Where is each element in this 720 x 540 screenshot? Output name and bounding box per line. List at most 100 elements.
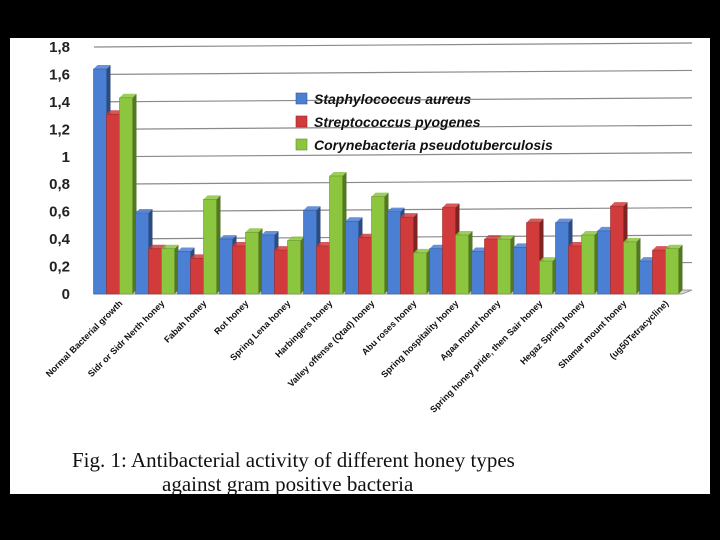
bar-front [442,207,456,295]
bar-top [539,257,557,262]
bar-front [203,199,217,295]
x-category-label: Normal Bacterial growth [44,298,125,379]
x-category-label: Valley offense (Qtad) honey [286,298,377,389]
bar-front [190,258,204,295]
bar [539,257,557,295]
bar-top [245,228,263,233]
y-tick-label: 0 [62,286,70,303]
bar-top [161,244,179,249]
legend-swatch [295,92,308,105]
bar-front [665,248,679,295]
gridline [93,97,693,103]
bar-front [610,205,624,295]
bar-top [345,217,363,222]
bar-top [555,218,573,223]
bars [93,64,683,295]
bar [455,230,473,295]
bar-front [287,240,301,295]
bar-top [497,235,515,240]
x-category-label: Shamar mount honey [556,298,628,370]
bar-top [371,192,389,197]
caption-line-1: Fig. 1: Antibacterial activity of differ… [72,448,515,472]
bar-front [329,175,343,295]
bar [413,248,431,295]
bar-top [148,244,166,249]
y-tick-label: 1,4 [49,94,71,111]
bar [203,195,221,295]
legend-swatch [295,138,308,151]
bar-front [177,251,191,295]
gridline [93,152,693,158]
bar-front [568,245,582,295]
legend-swatch [295,115,308,128]
bar-top [261,230,279,235]
bar-front [623,241,637,295]
bar-front [358,237,372,295]
bar-front [261,234,275,295]
bar [287,236,305,295]
bar-front [555,222,569,295]
bar-top [455,230,473,235]
y-tick-label: 0,4 [49,231,71,248]
caption-line-2: against gram positive bacteria [162,472,414,494]
bar-front [400,216,414,295]
legend-label: Corynebacteria pseudotuberculosis [314,137,553,153]
bar-front [245,231,259,295]
bar-top [119,93,137,98]
legend-label: Staphylococcus aureus [314,91,471,107]
bar [161,244,179,295]
bar-top [93,64,111,69]
bar-front [513,247,527,295]
gridline [93,179,693,185]
bar-top [610,202,628,207]
gridline [93,42,693,48]
bar-front [652,249,666,295]
figure-panel: 0 0,2 0,4 0,6 0,8 1 1,2 1,4 1,6 1,8 Normal Bacter… [10,38,710,494]
x-category-label: Rot honey [212,298,250,336]
bar-top [219,235,237,240]
bar-front [526,222,540,295]
bar-front [597,230,611,295]
bar-top [203,195,221,200]
bar-front [471,251,485,295]
bar-top [623,237,641,242]
y-tick-label: 0,6 [49,204,70,221]
bar-front [387,211,401,295]
bar-front [316,245,330,295]
bar [581,230,599,295]
bar [119,93,137,295]
gridline [93,69,693,76]
bar-front [274,249,288,295]
bar-top [387,207,405,212]
x-category-label: Fabah honey [162,298,208,344]
bar [371,192,389,295]
bar-front [135,212,149,295]
bar-front [93,68,107,295]
bar-side [678,244,683,294]
bar-top [135,209,153,214]
x-category-label: Sidr or Sidr Nerth honey [86,298,167,379]
legend: Staphylococcus aureus Streptococcus pyoge… [295,91,553,153]
bar-front [232,245,246,295]
bar [245,228,263,295]
bar [665,244,683,295]
bar-top [526,218,544,223]
y-tick-label: 0,2 [49,259,70,276]
bar-front [371,196,385,295]
bar-front [581,234,595,295]
bar-top [329,171,347,176]
y-tick-label: 1,6 [49,66,70,83]
bar-chart: 0 0,2 0,4 0,6 0,8 1 1,2 1,4 1,6 1,8 Normal Bacter… [44,39,693,415]
bar-front [484,238,498,295]
y-axis-ticks: 0 0,2 0,4 0,6 0,8 1 1,2 1,4 1,6 1,8 [49,39,71,303]
bar-front [455,234,469,295]
legend-label: Streptococcus pyogenes [314,114,481,130]
bar-top [287,236,305,241]
bar-front [345,220,359,295]
bar-top [665,244,683,249]
bar-top [177,247,195,252]
bar-front [148,248,162,295]
bar [497,235,515,295]
bar [623,237,641,295]
